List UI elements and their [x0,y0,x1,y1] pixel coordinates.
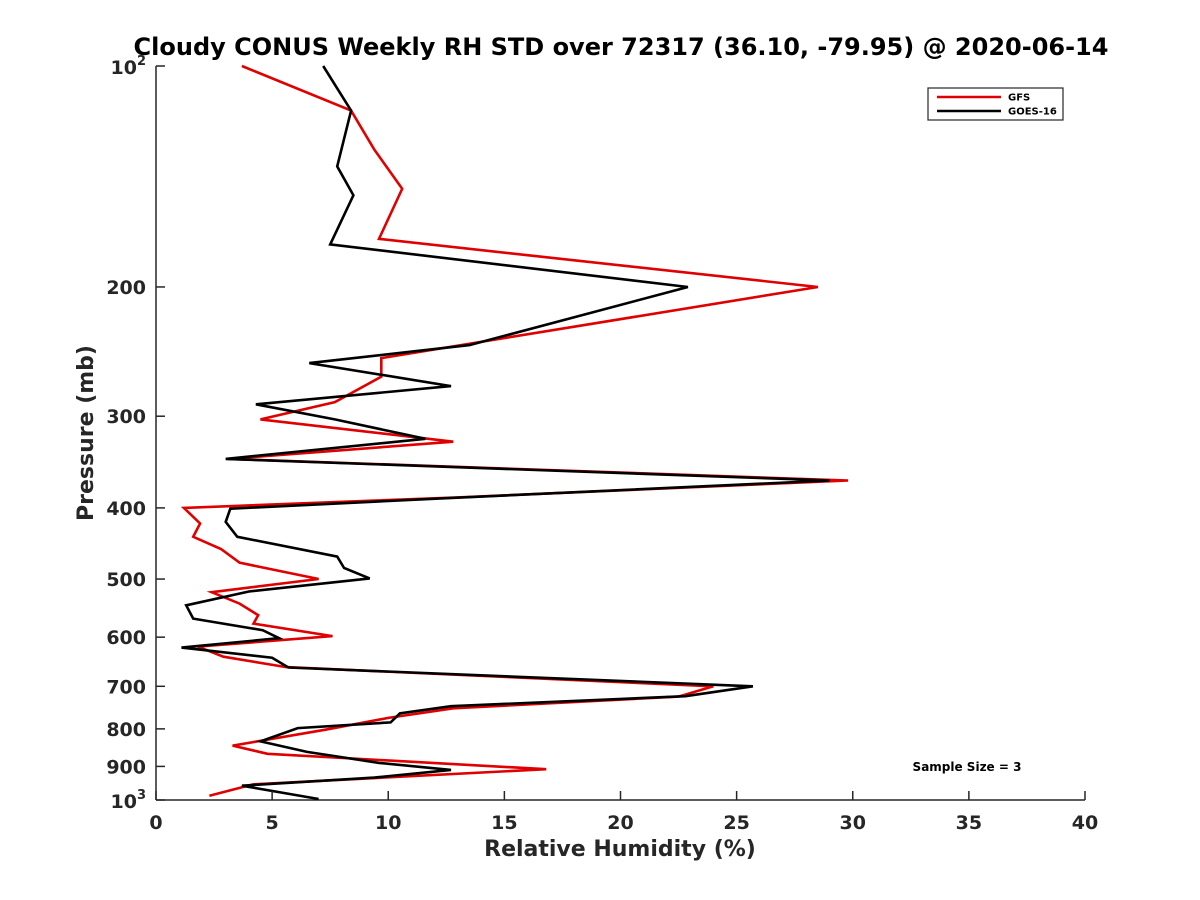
y-tick-exponent: 3 [137,788,146,803]
x-tick-label: 0 [149,812,162,834]
x-tick-label: 40 [1072,812,1098,834]
sample-size-annotation: Sample Size = 3 [913,760,1022,774]
y-tick-exponent: 2 [137,54,146,69]
y-tick-label: 600 [106,627,146,649]
x-tick-label: 5 [266,812,279,834]
ticks-group: 0 5 10 15 20 25 30 35 40102200300400500600700800… [106,54,1098,834]
chart-title: Cloudy CONUS Weekly RH STD over 72317 (3… [134,33,1109,61]
series-group [180,64,849,801]
legend: GFS GOES-16 [927,87,1064,121]
x-tick-label: 20 [607,812,633,834]
x-tick-label: 10 [375,812,401,834]
x-tick-label: 35 [956,812,982,834]
y-tick-label: 200 [106,277,146,299]
legend-label-gfs: GFS [1008,93,1030,104]
y-axis-label: Pressure (mb) [74,345,99,521]
y-tick-label: 900 [106,756,146,778]
x-tick-label: 30 [840,812,866,834]
y-tick-label: 700 [106,676,146,698]
x-tick-label: 15 [491,812,517,834]
legend-label-goes-16: GOES-16 [1008,107,1057,118]
x-axis-label: Relative Humidity (%) [484,837,756,862]
y-tick-label: 500 [106,569,146,591]
y-tick-label: 800 [106,719,146,741]
series-line-gfs [180,64,849,798]
y-tick-label: 300 [106,406,146,428]
series-line-goes-16 [181,65,830,801]
x-tick-label: 25 [723,812,749,834]
y-tick-label: 400 [106,498,146,520]
legend-box [927,87,1064,121]
